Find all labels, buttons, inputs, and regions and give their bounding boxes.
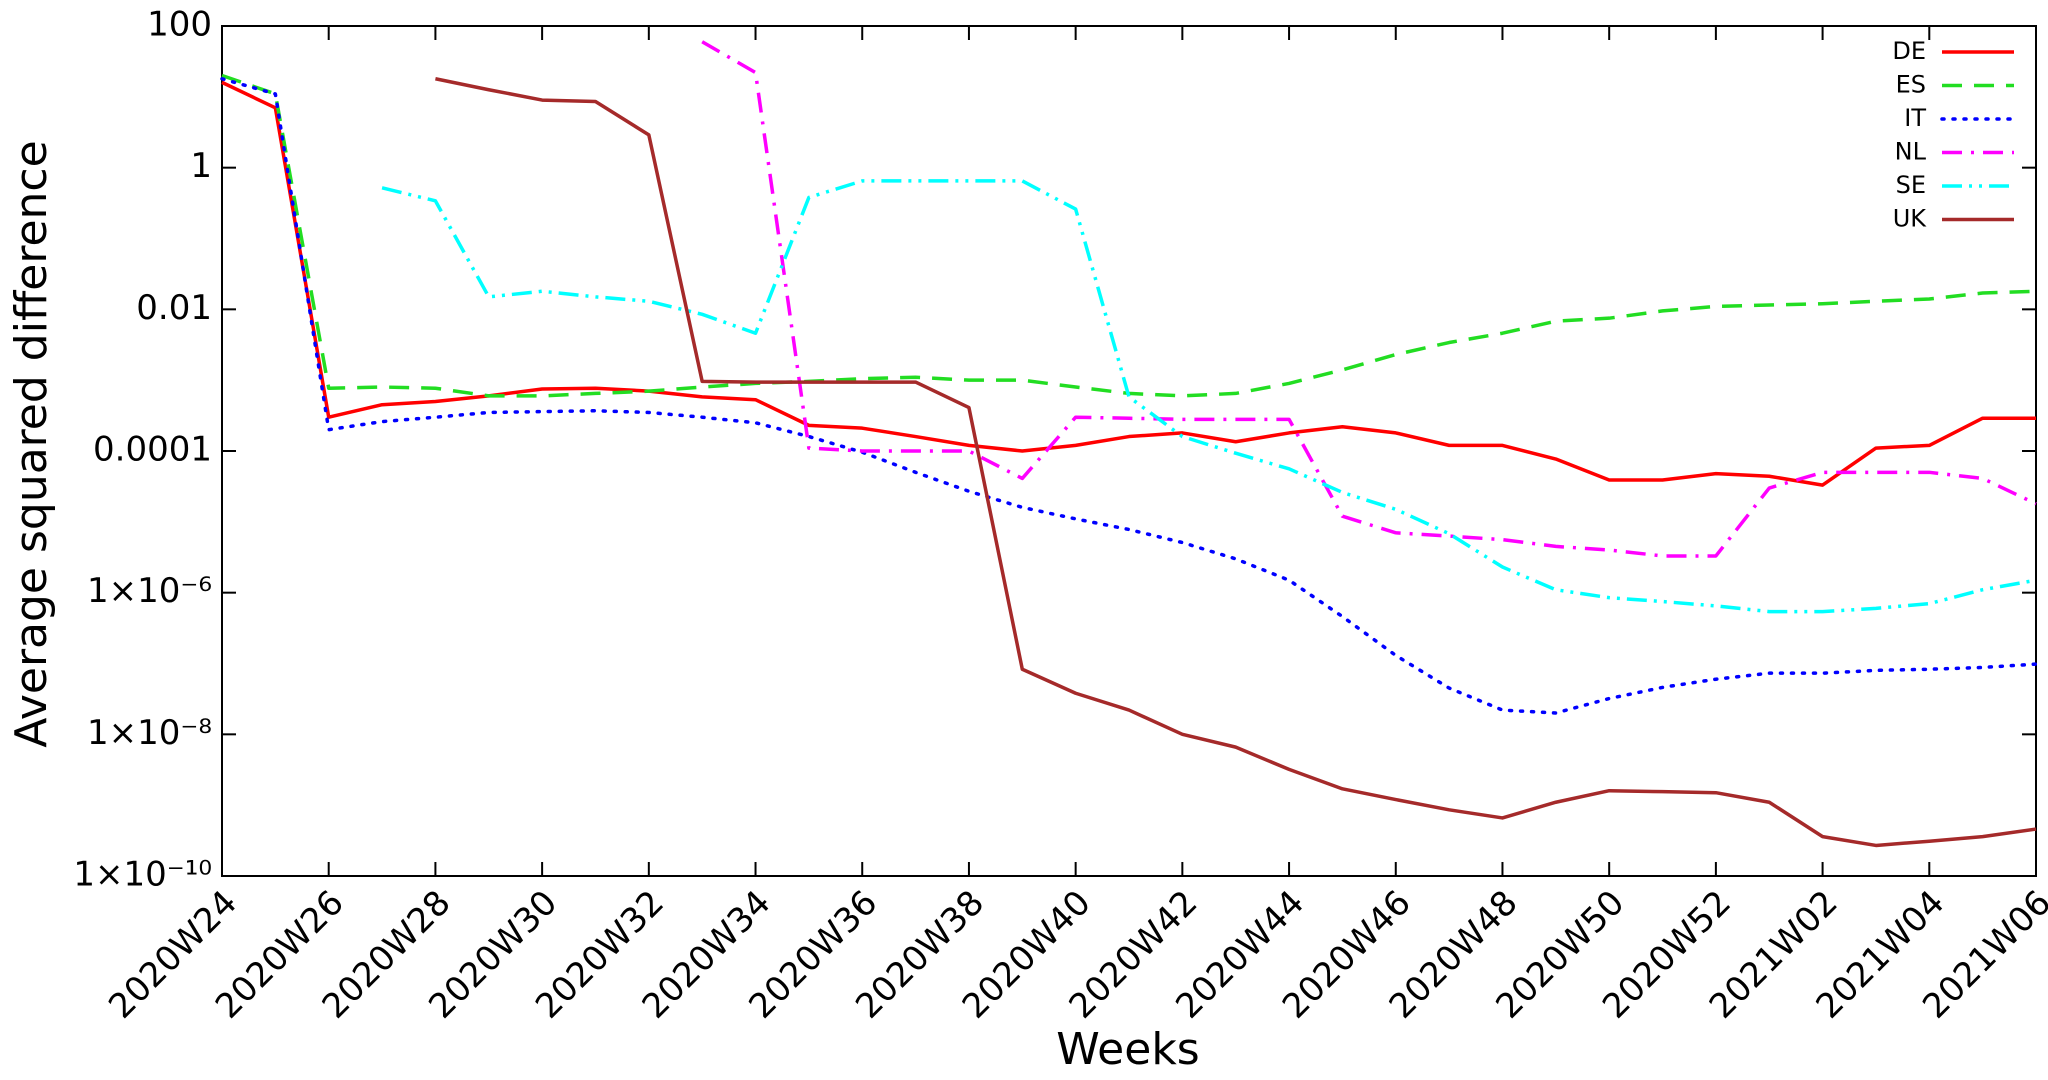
plot-frame [221,25,2037,877]
y-tick-label: 0.0001 [93,430,212,470]
series-line [220,77,2038,715]
y-tick-label: 1×10⁻⁸ [87,713,212,753]
y-tick-label: 1 [190,146,212,186]
series-line [701,40,2037,558]
y-tick-label: 0.01 [136,288,212,328]
legend-label: NL [1895,138,1927,166]
series-line [435,77,2037,848]
y-axis-title: Average squared difference [6,140,57,747]
legend-label: SE [1896,171,1926,199]
series-line [221,73,2037,398]
legend-label: DE [1892,37,1926,65]
y-tick-label: 100 [147,5,212,45]
series-line [381,179,2037,614]
legend-label: UK [1893,205,1928,233]
legend-label: ES [1896,71,1926,99]
series-line [221,80,2036,487]
y-tick-label: 1×10⁻¹⁰ [73,855,212,895]
y-tick-label: 1×10⁻⁶ [87,571,212,611]
legend-label: IT [1904,104,1926,132]
x-axis-title: Weeks [1056,1024,1199,1075]
